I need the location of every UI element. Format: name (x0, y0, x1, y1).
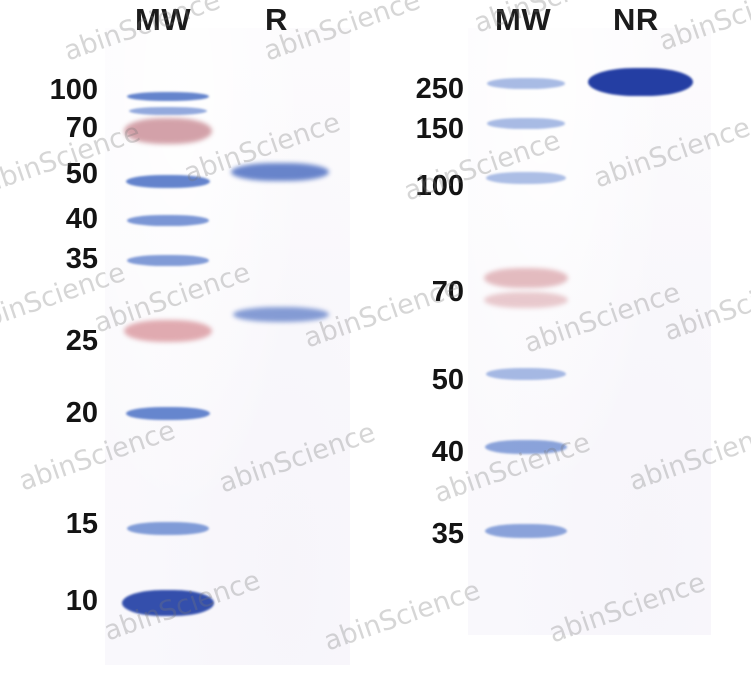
ladder-band-right-40 (485, 440, 567, 454)
mw-label-right-100: 100 (415, 170, 464, 202)
ladder-band-right-50 (486, 368, 566, 380)
mw-label-left-35: 35 (65, 243, 98, 275)
ladder-band-left-50 (126, 175, 210, 188)
ladder-band-right-70b (484, 292, 568, 308)
mw-label-left-50: 50 (65, 158, 98, 190)
mw-label-left-10: 10 (65, 585, 98, 617)
ladder-band-left-100b (129, 107, 207, 115)
mw-label-right-50: 50 (431, 364, 464, 396)
mw-label-left-25: 25 (65, 325, 98, 357)
sample-band-left-50kda (231, 163, 329, 181)
ladder-band-left-15 (127, 522, 209, 535)
ladder-band-left-35 (127, 255, 209, 266)
ladder-band-left-100a (127, 92, 209, 101)
ladder-band-right-250 (487, 78, 565, 89)
ladder-band-right-100 (486, 172, 566, 184)
ladder-band-right-35 (485, 524, 567, 538)
mw-label-right-70: 70 (431, 276, 464, 308)
lane-label-nr: NR (613, 2, 659, 37)
ladder-band-left-10 (122, 590, 214, 616)
sample-band-left-27kda (233, 307, 329, 322)
sample-band-right-250kda (588, 68, 693, 96)
ladder-band-left-20 (126, 407, 210, 420)
mw-label-right-250: 250 (415, 73, 464, 105)
ladder-band-left-25 (124, 320, 212, 342)
ladder-band-right-150 (487, 118, 565, 129)
mw-label-right-150: 150 (415, 113, 464, 145)
lane-label-mw-right: MW (495, 2, 552, 37)
mw-label-right-40: 40 (431, 436, 464, 468)
mw-label-left-15: 15 (65, 508, 98, 540)
mw-label-left-20: 20 (65, 397, 98, 429)
lane-label-r: R (265, 2, 288, 37)
ladder-band-left-40 (127, 215, 209, 226)
mw-label-left-70: 70 (65, 112, 98, 144)
ladder-band-right-70a (484, 268, 568, 288)
mw-label-right-35: 35 (431, 518, 464, 550)
mw-label-left-100: 100 (49, 74, 98, 106)
mw-label-left-40: 40 (65, 203, 98, 235)
lane-label-mw-left: MW (135, 2, 192, 37)
ladder-band-left-70 (124, 118, 212, 144)
